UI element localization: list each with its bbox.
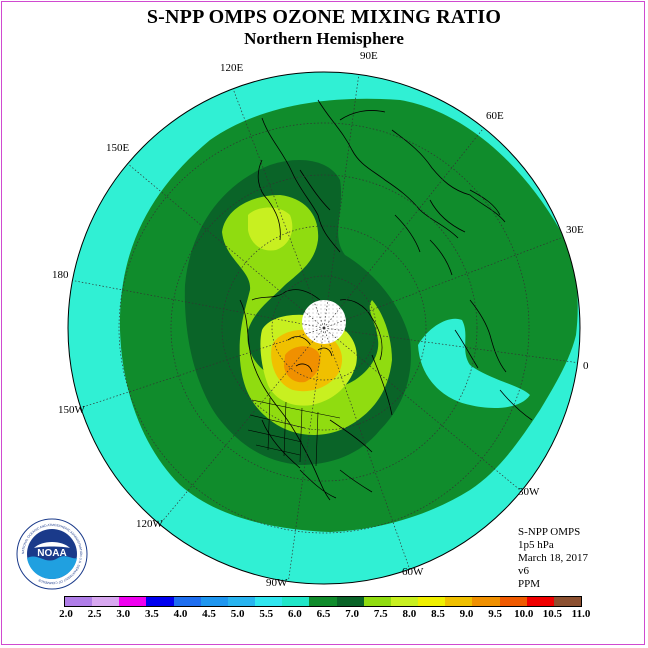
colorbar-tick-label: 6.0 <box>288 608 302 620</box>
colorbar <box>64 596 582 607</box>
lon-label-150w: 150W <box>58 404 85 416</box>
info-block: S-NPP OMPS 1p5 hPa March 18, 2017 v6 PPM <box>518 526 588 591</box>
colorbar-segment <box>418 597 446 606</box>
colorbar-segment <box>146 597 174 606</box>
lon-label-30w: 30W <box>518 486 540 498</box>
colorbar-tick-label: 4.5 <box>202 608 216 620</box>
colorbar-segment <box>173 597 201 606</box>
lon-label-0: 0 <box>583 360 589 372</box>
colorbar-segment <box>200 597 228 606</box>
lon-label-180: 180 <box>52 269 69 281</box>
info-level: 1p5 hPa <box>518 539 554 551</box>
lon-label-120e: 120E <box>220 62 244 74</box>
colorbar-tick-label: 8.0 <box>402 608 417 620</box>
colorbar-tick-label: 3.5 <box>144 608 159 620</box>
lon-label-120w: 120W <box>136 518 163 530</box>
colorbar-segment <box>445 597 473 606</box>
colorbar-tick-label: 6.5 <box>316 608 331 620</box>
colorbar-segment <box>282 597 310 606</box>
ozone-field-aqua-pocket <box>418 318 530 408</box>
lon-label-60e: 60E <box>486 110 504 122</box>
noaa-logo-text: NOAA <box>37 548 66 559</box>
colorbar-tick-label: 2.0 <box>59 608 73 620</box>
colorbar-segment <box>499 597 527 606</box>
coastlines <box>239 99 533 501</box>
colorbar-segment <box>472 597 500 606</box>
ozone-field-lime <box>222 195 392 435</box>
colorbar-segment <box>526 597 554 606</box>
polar-gap-stipple <box>302 300 346 344</box>
us-state-borders <box>247 397 341 467</box>
info-instrument: S-NPP OMPS <box>518 526 581 538</box>
colorbar-ticks: 2.0 2.5 3.0 3.5 4.0 4.5 5.0 5.5 6.0 6.5 7.0 7.5 8.0 8… <box>0 608 648 622</box>
colorbar-segment <box>309 597 337 606</box>
colorbar-tick-label: 4.0 <box>173 608 188 620</box>
colorbar-tick-label: 9.5 <box>488 608 503 620</box>
colorbar-tick-label: 7.0 <box>345 608 359 620</box>
lon-label-60w: 60W <box>402 566 424 578</box>
colorbar-tick-label: 11.0 <box>571 608 591 620</box>
colorbar-tick-label: 2.5 <box>87 608 102 620</box>
colorbar-segment <box>390 597 419 606</box>
lon-label-150e: 150E <box>106 142 130 154</box>
colorbar-tick-label: 8.5 <box>431 608 445 620</box>
colorbar-segment <box>255 597 283 606</box>
colorbar-segment <box>227 597 256 606</box>
lon-label-30e: 30E <box>566 224 584 236</box>
info-units: PPM <box>518 578 541 590</box>
info-date: March 18, 2017 <box>518 552 588 564</box>
map-title: S-NPP OMPS OZONE MIXING RATIO <box>146 6 502 28</box>
lon-label-90e: 90E <box>360 50 378 62</box>
colorbar-tick-label: 7.5 <box>373 608 388 620</box>
colorbar-tick-label: 5.0 <box>230 608 245 620</box>
colorbar-tick-label: 3.0 <box>116 608 131 620</box>
colorbar-segment <box>363 597 391 606</box>
colorbar-tick-label: 10.0 <box>514 608 534 620</box>
graticule <box>69 72 580 584</box>
lon-label-90w: 90W <box>266 577 288 589</box>
colorbar-segment <box>92 597 120 606</box>
map-subtitle: Northern Hemisphere <box>244 29 404 48</box>
colorbar-tick-label: 9.0 <box>459 608 474 620</box>
colorbar-segment <box>119 597 147 606</box>
info-version: v6 <box>518 565 529 577</box>
colorbar-segment <box>553 597 581 606</box>
colorbar-tick-label: 10.5 <box>542 608 562 620</box>
noaa-logo: NOAA NATIONAL OCEANIC AND ATMOSPHERIC AD… <box>16 518 88 590</box>
colorbar-segment <box>65 597 93 606</box>
map-disc-outline <box>67 71 581 585</box>
colorbar-tick-label: 5.5 <box>259 608 274 620</box>
colorbar-segment <box>336 597 364 606</box>
